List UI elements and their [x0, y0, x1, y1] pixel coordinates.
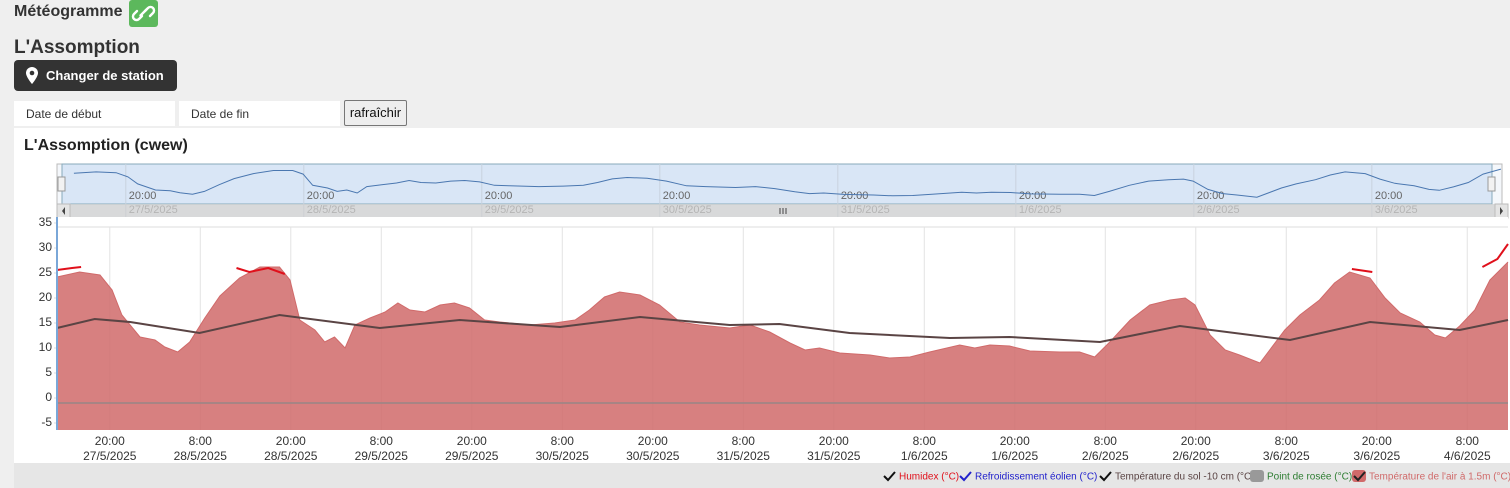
x-tick-date: 2/6/2025 [1082, 449, 1129, 463]
x-tick-label: 8:00 [732, 434, 756, 448]
button-label: Changer de station [46, 68, 164, 83]
y-tick-label: 20 [39, 290, 53, 304]
y-tick-label: 25 [39, 265, 53, 279]
chart: L'Assomption (cwew) 20:0027/5/202520:002… [14, 128, 1510, 488]
legend-label[interactable]: Point de rosée (°C) [1267, 472, 1352, 483]
x-tick-date: 29/5/2025 [355, 449, 409, 463]
x-tick-date: 30/5/2025 [626, 449, 680, 463]
legend-label[interactable]: Humidex (°C) [899, 472, 959, 483]
y-tick-label: -5 [41, 415, 52, 429]
x-tick-label: 20:00 [1362, 434, 1392, 448]
change-station-button[interactable]: Changer de station [14, 60, 177, 91]
x-tick-label: 20:00 [95, 434, 125, 448]
legend-check [1353, 471, 1366, 482]
y-tick-label: 10 [39, 340, 53, 354]
x-tick-label: 8:00 [913, 434, 937, 448]
x-tick-label: 20:00 [457, 434, 487, 448]
navigator-tick-label: 20:00 [1375, 190, 1403, 202]
x-tick-date: 1/6/2025 [991, 449, 1038, 463]
navigator-handle[interactable] [1487, 176, 1496, 192]
navigator-tick-label: 20:00 [1197, 190, 1225, 202]
placeholder: Date de début [26, 107, 102, 121]
x-tick-date: 1/6/2025 [901, 449, 948, 463]
series-line [56, 243, 1509, 275]
navigator-tick-label: 20:00 [663, 190, 691, 202]
pin-icon [26, 67, 38, 84]
series-line [56, 313, 1509, 344]
x-tick-label: 20:00 [819, 434, 849, 448]
link-icon [131, 5, 156, 22]
x-tick-date: 27/5/2025 [83, 449, 137, 463]
navigator-tick-label: 20:00 [1019, 190, 1047, 202]
start-date-input[interactable]: Date de début [14, 101, 175, 126]
end-date-input[interactable]: Date de fin [179, 101, 340, 126]
page-title: Météogramme [14, 3, 123, 20]
x-tick-label: 8:00 [189, 434, 213, 448]
link-button[interactable] [129, 0, 158, 27]
x-tick-date: 31/5/2025 [717, 449, 771, 463]
x-tick-date: 30/5/2025 [536, 449, 590, 463]
chart-title: L'Assomption (cwew) [24, 137, 188, 154]
x-tick-date: 29/5/2025 [445, 449, 499, 463]
x-tick-date: 28/5/2025 [264, 449, 318, 463]
scroll-grip [779, 208, 787, 214]
x-tick-date: 2/6/2025 [1172, 449, 1219, 463]
y-tick-label: 15 [39, 315, 53, 329]
legend-check [1099, 471, 1112, 482]
x-tick-date: 3/6/2025 [1263, 449, 1310, 463]
x-tick-date: 3/6/2025 [1353, 449, 1400, 463]
placeholder: Date de fin [191, 107, 250, 121]
navigator-tick-label: 20:00 [841, 190, 869, 202]
legend-box [1250, 470, 1264, 482]
x-tick-date: 28/5/2025 [174, 449, 228, 463]
y-tick-label: 30 [39, 240, 53, 254]
x-tick-label: 20:00 [638, 434, 668, 448]
x-tick-date: 31/5/2025 [807, 449, 861, 463]
navigator-tick-label: 20:00 [307, 190, 335, 202]
refresh-button[interactable]: rafraîchir [344, 100, 407, 126]
legend-label[interactable]: Température de l'air à 1.5m (°C) [1369, 472, 1510, 483]
x-tick-label: 8:00 [551, 434, 575, 448]
legend-label[interactable]: Température du sol -10 cm (°C) [1115, 472, 1255, 483]
navigator-tick-label: 20:00 [485, 190, 513, 202]
y-tick-label: 35 [39, 215, 53, 229]
area-fill [57, 262, 1508, 430]
x-tick-label: 8:00 [1456, 434, 1480, 448]
x-tick-label: 8:00 [1094, 434, 1118, 448]
y-tick-label: 0 [45, 390, 52, 404]
x-tick-label: 8:00 [370, 434, 394, 448]
y-tick-label: 5 [45, 365, 52, 379]
legend-check [883, 471, 896, 482]
x-tick-label: 20:00 [1000, 434, 1030, 448]
x-tick-label: 20:00 [276, 434, 306, 448]
legend-label[interactable]: Refroidissement éolien (°C) [975, 472, 1097, 483]
x-tick-date: 4/6/2025 [1444, 449, 1491, 463]
legend-check [959, 471, 972, 482]
navigator-handle[interactable] [57, 176, 66, 192]
legend-box [1352, 470, 1366, 482]
navigator-line [73, 168, 1502, 198]
x-tick-label: 20:00 [1181, 434, 1211, 448]
station-name: L'Assomption [14, 37, 140, 58]
navigator-tick-label: 20:00 [129, 190, 157, 202]
x-tick-label: 8:00 [1275, 434, 1299, 448]
